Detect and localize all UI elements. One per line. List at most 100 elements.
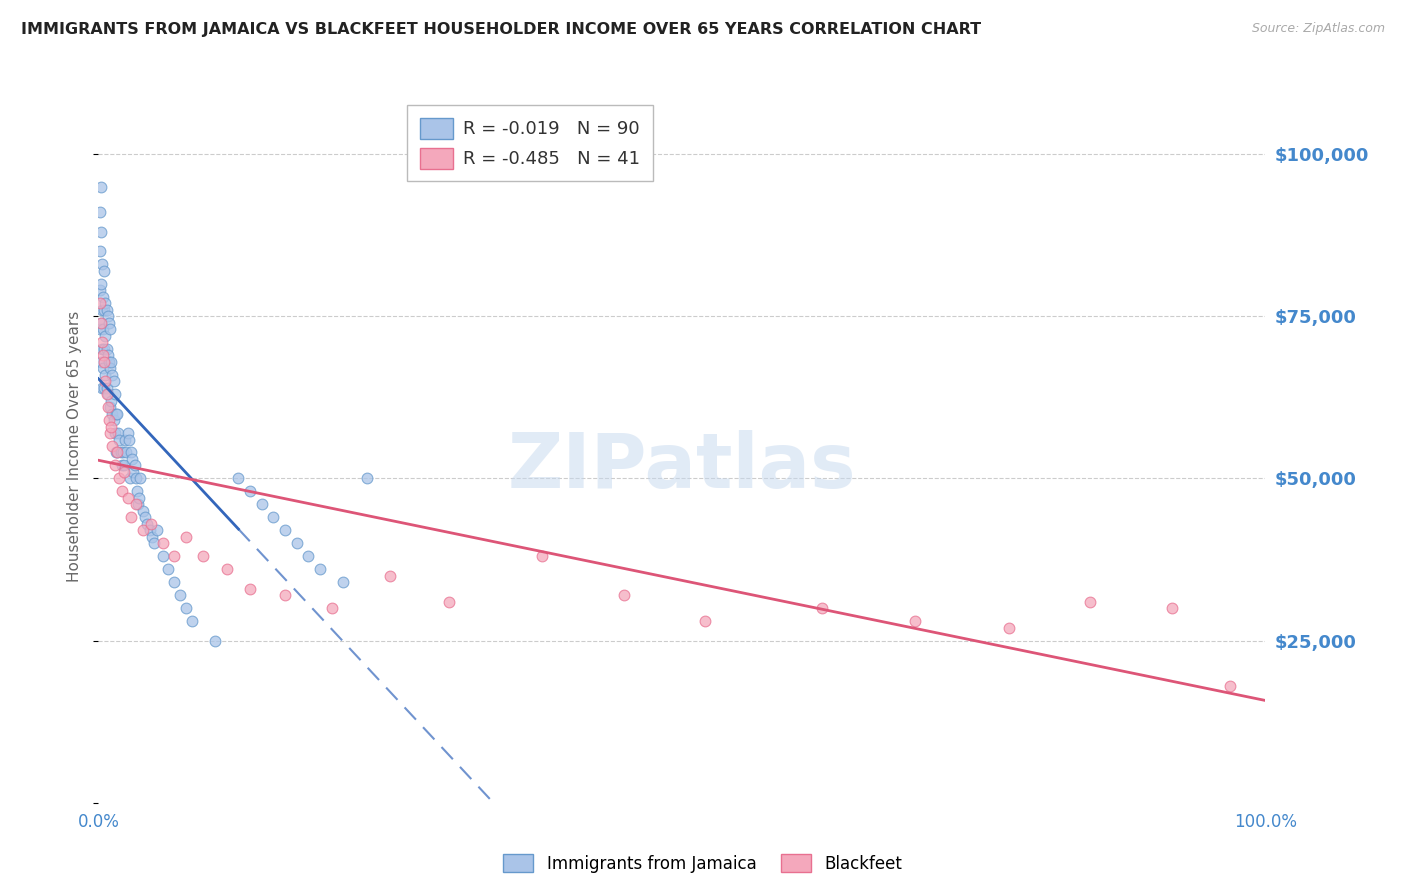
Point (90, 354, 112, 368)
Point (93, 302, 115, 317)
Point (120, 510, 142, 524)
Point (101, 407, 124, 421)
Point (125, 484, 148, 499)
Point (174, 601, 197, 615)
Point (100, 354, 122, 368)
Point (96, 342, 118, 356)
Point (613, 588, 636, 602)
Point (274, 524, 297, 538)
Point (90, 335, 112, 350)
Point (117, 491, 139, 505)
Point (530, 549, 553, 564)
Point (104, 387, 127, 401)
Point (105, 407, 128, 421)
Point (380, 568, 402, 582)
Point (91, 348, 114, 362)
Point (285, 536, 308, 550)
Text: ZIPatlas: ZIPatlas (508, 431, 856, 504)
Text: Source: ZipAtlas.com: Source: ZipAtlas.com (1251, 22, 1385, 36)
Point (105, 445, 128, 459)
Point (111, 458, 134, 473)
Point (90, 316, 112, 330)
Point (97, 413, 120, 427)
Point (103, 374, 125, 388)
Point (111, 445, 134, 459)
Point (89, 244, 111, 259)
Point (139, 516, 162, 531)
Point (90, 257, 112, 271)
Point (101, 368, 124, 382)
Point (89, 283, 111, 297)
Point (437, 595, 460, 609)
Point (97, 354, 120, 368)
Point (262, 510, 284, 524)
Point (997, 621, 1019, 635)
Point (321, 601, 343, 615)
Point (98, 322, 121, 336)
Point (1080, 595, 1102, 609)
Point (239, 582, 262, 596)
Point (90, 381, 112, 395)
Point (112, 458, 135, 473)
Point (118, 433, 141, 447)
Point (152, 536, 174, 550)
Point (239, 484, 262, 499)
Point (120, 445, 142, 459)
Point (94, 368, 117, 382)
Point (97, 400, 120, 414)
Point (94, 374, 117, 388)
Point (274, 588, 297, 602)
Point (98, 425, 121, 440)
Point (811, 601, 834, 615)
Point (128, 491, 150, 505)
Point (108, 433, 131, 447)
Point (105, 445, 128, 459)
Point (163, 549, 186, 564)
Point (96, 387, 118, 401)
Point (695, 614, 717, 628)
Point (90, 316, 112, 330)
Point (132, 524, 155, 538)
Point (91, 290, 114, 304)
Text: IMMIGRANTS FROM JAMAICA VS BLACKFEET HOUSEHOLDER INCOME OVER 65 YEARS CORRELATIO: IMMIGRANTS FROM JAMAICA VS BLACKFEET HOU… (21, 22, 981, 37)
Point (904, 614, 927, 628)
Point (1161, 601, 1184, 615)
Point (297, 549, 319, 564)
Point (115, 445, 138, 459)
Point (103, 413, 125, 427)
Point (104, 445, 127, 459)
Point (94, 296, 117, 310)
Point (89, 322, 111, 336)
Point (228, 471, 250, 485)
Point (96, 381, 118, 395)
Point (89, 205, 111, 219)
Point (169, 588, 191, 602)
Point (193, 549, 215, 564)
Point (104, 425, 127, 440)
Point (93, 264, 115, 278)
Y-axis label: Householder Income Over 65 years: Householder Income Over 65 years (67, 310, 83, 582)
Point (98, 400, 121, 414)
Legend: Immigrants from Jamaica, Blackfeet: Immigrants from Jamaica, Blackfeet (496, 847, 910, 880)
Point (215, 562, 238, 576)
Point (152, 549, 174, 564)
Point (96, 302, 118, 317)
Point (107, 425, 129, 440)
Point (108, 471, 131, 485)
Point (91, 361, 114, 376)
Point (132, 504, 155, 518)
Point (93, 381, 115, 395)
Point (94, 328, 117, 343)
Point (124, 458, 146, 473)
Point (97, 387, 120, 401)
Point (129, 471, 152, 485)
Point (174, 530, 197, 544)
Point (114, 433, 136, 447)
Point (98, 361, 121, 376)
Point (356, 471, 378, 485)
Point (204, 633, 226, 648)
Point (111, 484, 134, 499)
Point (180, 614, 202, 628)
Point (104, 458, 127, 473)
Point (91, 322, 114, 336)
